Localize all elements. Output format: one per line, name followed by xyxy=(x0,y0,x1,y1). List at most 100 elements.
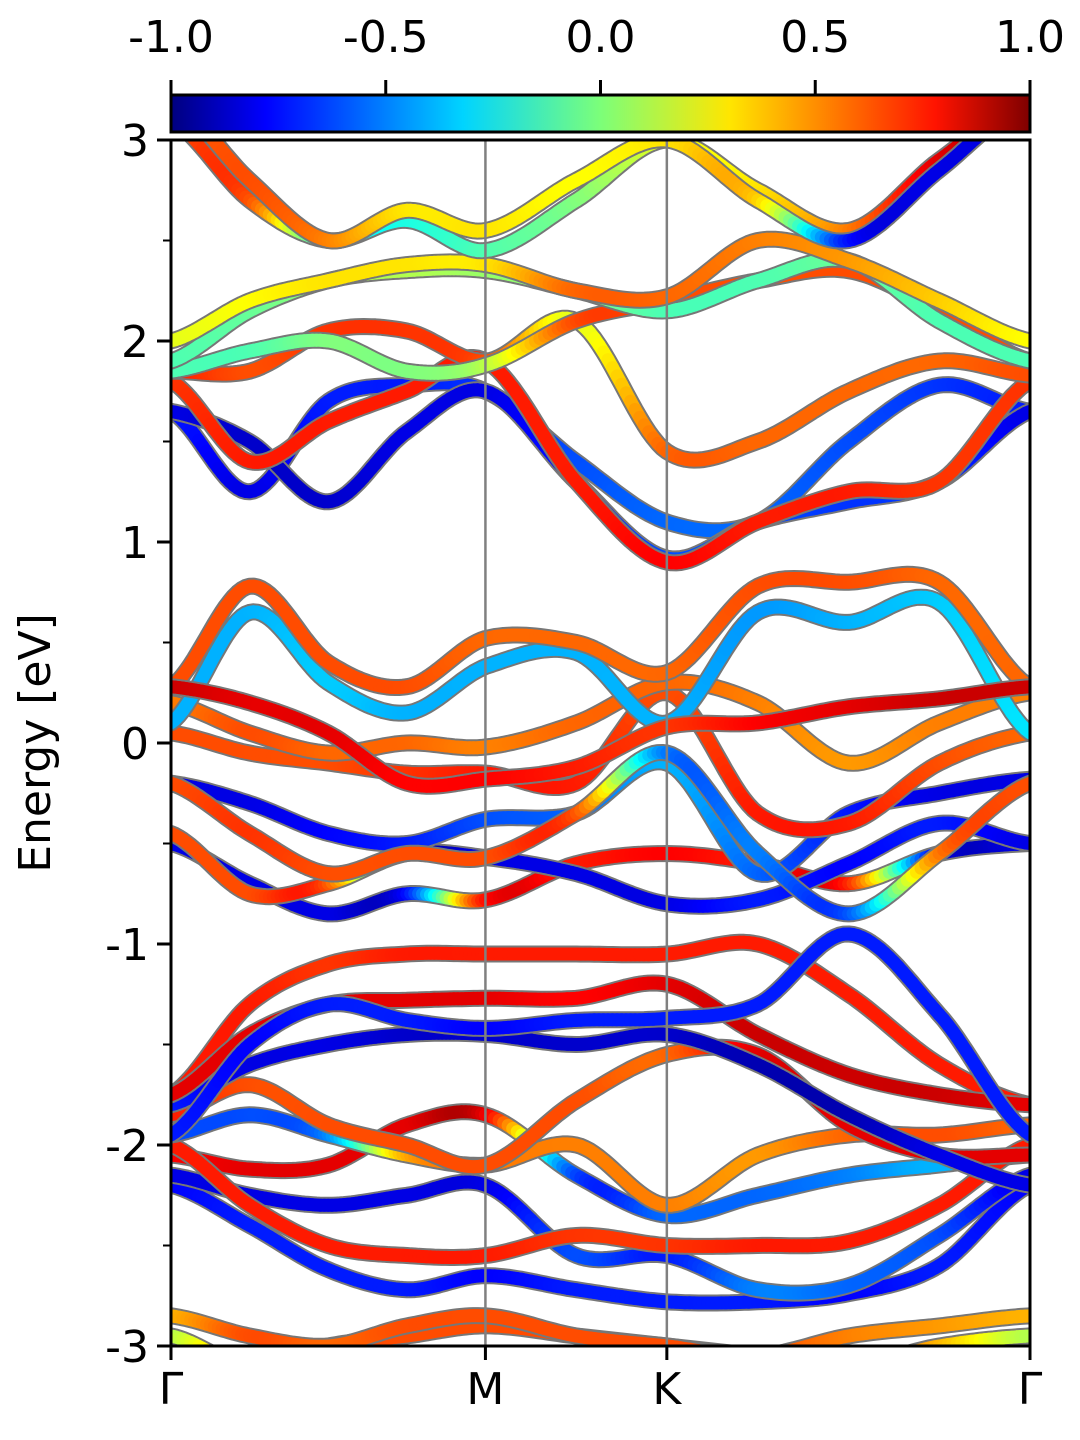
band-segment xyxy=(689,1343,704,1346)
band-segment xyxy=(285,1359,289,1360)
band-segment xyxy=(871,1362,876,1363)
band-segment xyxy=(767,1357,772,1358)
band-segment xyxy=(776,1359,781,1360)
colorbar-tick-label: 0.5 xyxy=(780,12,850,63)
band-segment xyxy=(867,1363,872,1364)
band-segment xyxy=(894,1356,899,1357)
band-segment xyxy=(226,1360,230,1362)
band-segment xyxy=(678,1341,696,1346)
band-segment xyxy=(726,1355,731,1356)
band-3 xyxy=(171,1166,1030,1302)
band-segment xyxy=(771,1354,776,1355)
band-segment xyxy=(771,1358,776,1359)
band-segment xyxy=(674,1341,692,1346)
colorbar-tick-label: -1.0 xyxy=(128,12,214,63)
band-segment xyxy=(919,1341,937,1346)
band-segment xyxy=(699,1345,710,1346)
band-segment xyxy=(705,1345,711,1346)
band-19 xyxy=(171,565,1030,696)
colorbar: -1.0 -0.5 0.0 0.5 1.0 xyxy=(128,12,1065,134)
band-segment xyxy=(674,1341,691,1346)
band-segment xyxy=(688,1342,705,1346)
band-segment xyxy=(196,1341,212,1346)
band-segment xyxy=(794,1362,799,1363)
band-segment xyxy=(898,1355,903,1356)
colorbar-tick-label: 0.0 xyxy=(566,12,636,63)
band-segment xyxy=(785,1343,800,1346)
band-segment xyxy=(721,1354,726,1355)
band-segment xyxy=(788,1342,805,1346)
band-segment xyxy=(735,1354,740,1355)
band-segment xyxy=(799,1362,804,1363)
band-segment xyxy=(273,1362,277,1363)
band-segment xyxy=(708,1344,721,1346)
band-segment xyxy=(683,1342,700,1346)
band-23 xyxy=(171,349,1030,572)
band-segment xyxy=(307,1342,323,1346)
band-segment xyxy=(910,1345,914,1346)
band-segment xyxy=(803,1363,808,1364)
band-20 xyxy=(171,678,1030,795)
band-segment xyxy=(817,1365,822,1366)
band-segment xyxy=(304,1345,313,1346)
band-segment xyxy=(790,1361,795,1362)
band-segment xyxy=(744,1355,749,1356)
band-segment xyxy=(713,1345,724,1346)
band-segment xyxy=(683,1342,700,1346)
band-segment xyxy=(785,1360,790,1361)
band-segment xyxy=(903,1354,908,1355)
band-segment xyxy=(238,1364,242,1365)
band-4 xyxy=(171,1103,1030,1225)
colorbar-gradient xyxy=(169,93,1032,134)
band-segment xyxy=(910,1344,921,1346)
band-segment xyxy=(880,1360,885,1361)
band-segment xyxy=(693,1343,709,1346)
band-segment xyxy=(781,1345,788,1346)
band-segment xyxy=(776,1353,781,1354)
band-segment xyxy=(218,1356,222,1358)
band-segment xyxy=(808,1364,813,1365)
band-segment xyxy=(885,1359,890,1360)
band-segment xyxy=(726,1353,731,1354)
band-segment xyxy=(762,1357,767,1358)
band-outline xyxy=(171,349,1030,572)
band-segment xyxy=(265,1364,269,1365)
band-segment xyxy=(293,1356,297,1358)
band-1 xyxy=(171,1307,1030,1356)
band-segment xyxy=(297,1354,301,1355)
band-2 xyxy=(171,1176,1030,1312)
band-segment xyxy=(858,1365,863,1366)
band-segment xyxy=(915,1342,932,1346)
band-segment xyxy=(731,1353,736,1354)
band-17 xyxy=(171,673,1030,772)
band-segment xyxy=(214,1354,218,1356)
band-segment xyxy=(762,1355,767,1356)
band-segment xyxy=(281,1360,285,1361)
band-9 xyxy=(171,933,1030,1114)
band-segment xyxy=(269,1363,273,1364)
band-segment xyxy=(301,1353,305,1354)
band-segment xyxy=(310,1341,327,1346)
band-segment xyxy=(234,1363,238,1364)
band-segment xyxy=(679,1342,696,1346)
band-segment xyxy=(780,1359,785,1360)
band-segment xyxy=(853,1365,858,1366)
colorbar-tick-label: -0.5 xyxy=(343,12,429,63)
band-segment xyxy=(717,1354,722,1355)
band-segment xyxy=(862,1364,867,1365)
band-segment xyxy=(876,1361,881,1362)
band-segment xyxy=(703,1344,717,1346)
band-segment xyxy=(277,1361,281,1362)
band-segment xyxy=(749,1355,754,1356)
band-segment xyxy=(758,1356,763,1357)
band-segment xyxy=(242,1365,246,1366)
band-segment xyxy=(782,1344,794,1346)
band-segment xyxy=(289,1357,293,1358)
band-segment xyxy=(753,1356,758,1357)
band-segment xyxy=(712,1353,717,1354)
band-segment xyxy=(201,1343,213,1346)
band-segment xyxy=(261,1365,265,1366)
band-segment xyxy=(698,1343,713,1346)
band-segment xyxy=(889,1357,894,1358)
